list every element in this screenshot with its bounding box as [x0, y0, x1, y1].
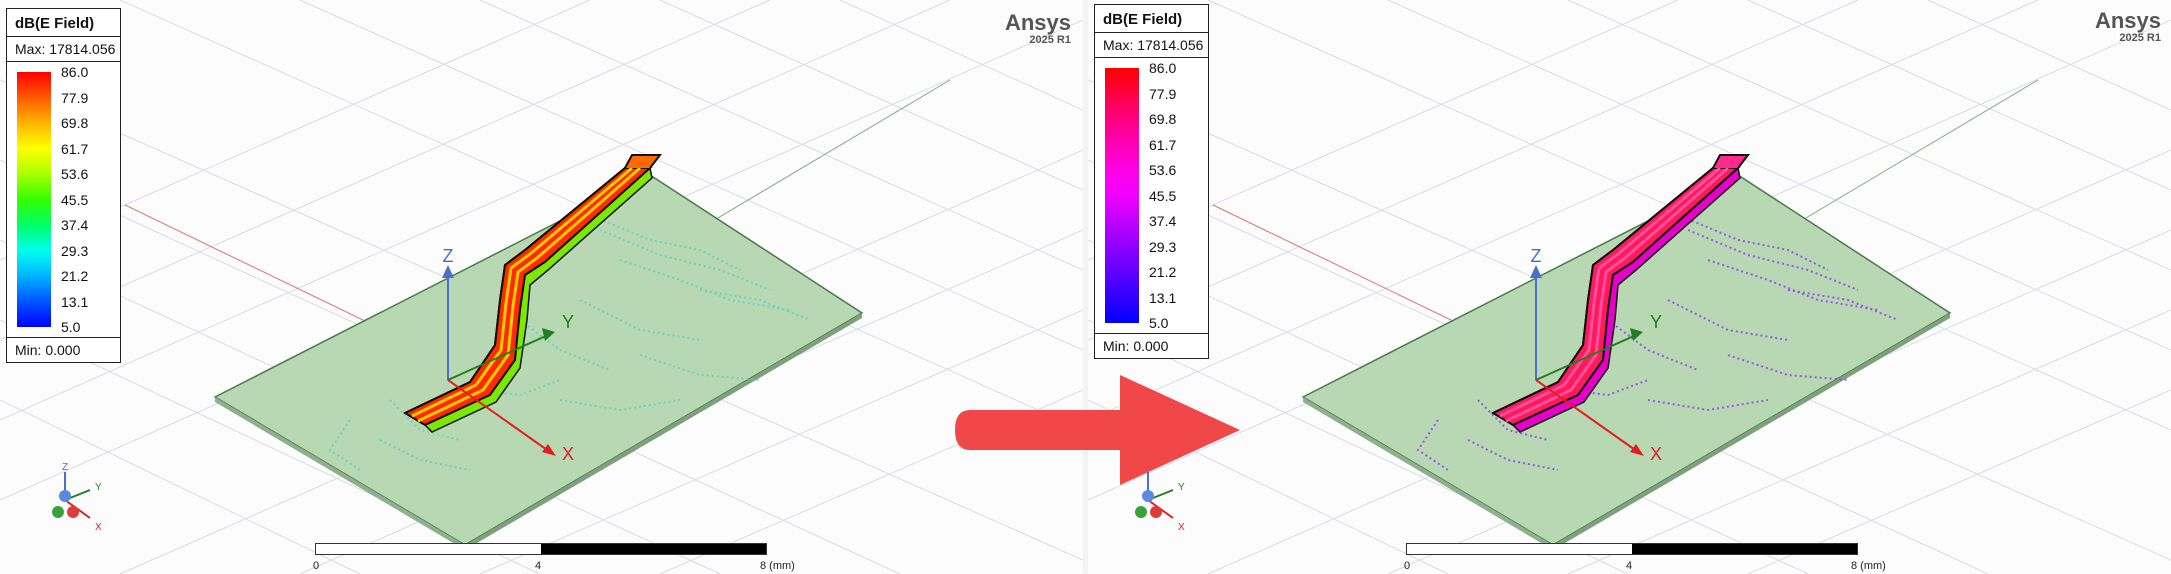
legend-tick-label: 53.6: [1149, 162, 1177, 178]
y-axis-label: Y: [1650, 312, 1662, 332]
scale-tick-4: 4: [1626, 560, 1633, 572]
trace-bundle-right: [1490, 154, 1751, 433]
legend-tick-label: 61.7: [1149, 136, 1177, 153]
legend-tick-label: 21.2: [1149, 264, 1177, 280]
legend-tick-label: 53.6: [61, 166, 89, 182]
legend-min: Min: 0.000: [7, 337, 120, 362]
scale-tick-0: 0: [313, 560, 320, 572]
legend-tick-label: 77.9: [61, 89, 89, 106]
axis-arrows-left: [442, 265, 556, 456]
scale-tick-8: 8 (mm): [1851, 560, 1886, 572]
scale-tick-0: 0: [1404, 560, 1411, 572]
triad-z-label: Z: [62, 462, 68, 473]
right-arrow-icon: [955, 375, 1240, 485]
legend-tick-label: 37.4: [1149, 213, 1177, 229]
brand-version: 2025 R1: [1029, 34, 1071, 46]
legend-tick-label: 37.4: [61, 217, 89, 233]
scene-right[interactable]: Z Y X Z Y X: [1088, 0, 2171, 574]
triad-x-label: X: [1178, 522, 1185, 533]
legend-title: dB(E Field): [7, 9, 120, 37]
legend-tick-label: 86.0: [61, 64, 89, 80]
ansys-brand-left: Ansys 2025 R1: [1004, 10, 1071, 47]
color-legend-left[interactable]: dB(E Field) Max: 17814.056 86.0 77.9 69.8 6…: [6, 8, 121, 363]
triad-y-label: Y: [1178, 482, 1185, 493]
legend-tick-label: 13.1: [61, 293, 89, 310]
orientation-triad-left[interactable]: Z Y X: [52, 462, 102, 533]
legend-tick-label: 69.8: [1149, 111, 1177, 127]
legend-tick-label: 29.3: [61, 242, 89, 259]
viewport-left[interactable]: Z Y X Z Y X dB(E Field) Max: 17814.056 8…: [0, 0, 1083, 574]
legend-tick-label: 45.5: [61, 191, 89, 208]
ansys-brand-right: Ansys 2025 R1: [2094, 8, 2161, 45]
legend-tick-label: 86.0: [1149, 60, 1177, 76]
scale-tick-8: 8 (mm): [760, 560, 795, 572]
y-axis-label: Y: [562, 312, 574, 332]
legend-colorbar: [1105, 68, 1139, 323]
z-axis-label: Z: [443, 246, 454, 266]
pcb-board-side-right: [1553, 313, 1950, 550]
triad-x-label: X: [95, 522, 102, 533]
triad-y-label: Y: [95, 482, 102, 493]
pcb-board-side: [215, 397, 465, 550]
z-axis-label: Z: [1531, 246, 1542, 266]
legend-tick-label: 13.1: [1149, 289, 1177, 306]
brand-name: Ansys: [2094, 8, 2161, 33]
pcb-board-side: [1303, 397, 1553, 550]
brand-version: 2025 R1: [2119, 32, 2161, 44]
legend-title: dB(E Field): [1095, 5, 1208, 33]
axis-arrows-right: [1530, 265, 1644, 456]
legend-tick-label: 77.9: [1149, 85, 1177, 102]
legend-tick-label: 69.8: [61, 115, 89, 131]
legend-min: Min: 0.000: [1095, 333, 1208, 358]
scale-bar-right: [1406, 543, 1858, 555]
legend-max: Max: 17814.056: [7, 37, 120, 62]
field-contours-left: [328, 214, 811, 471]
legend-tick-label: 21.2: [61, 268, 89, 284]
pcb-board-side-right: [465, 313, 862, 550]
x-axis-label: X: [1650, 444, 1662, 464]
panel-divider: [1083, 0, 1088, 574]
brand-name: Ansys: [1004, 10, 1071, 35]
trace-bundle-left: [402, 154, 663, 433]
legend-max: Max: 17814.056: [1095, 33, 1208, 58]
legend-tick-label: 29.3: [1149, 238, 1177, 255]
viewport-right[interactable]: Z Y X Z Y X dB(E Field) Max: 17814.056 8…: [1088, 0, 2171, 574]
legend-tick-label: 45.5: [1149, 187, 1177, 204]
color-legend-right[interactable]: dB(E Field) Max: 17814.056 86.0 77.9 69.8 6…: [1094, 4, 1209, 359]
x-axis-label: X: [562, 444, 574, 464]
legend-tick-label: 5.0: [1149, 315, 1169, 331]
legend-colorbar: [17, 72, 51, 327]
legend-tick-label: 61.7: [61, 140, 89, 157]
legend-tick-label: 5.0: [61, 319, 81, 335]
legend-body: 86.0 77.9 69.8 61.7 53.6 45.5 37.4 29.3 21.2 13.1…: [7, 62, 120, 337]
scene-left[interactable]: Z Y X Z Y X: [0, 0, 1083, 574]
scale-bar-left: [315, 543, 767, 555]
field-contours-right: [1416, 214, 1899, 471]
scale-tick-4: 4: [535, 560, 542, 572]
legend-body: 86.0 77.9 69.8 61.7 53.6 45.5 37.4 29.3 21.2 13.1…: [1095, 58, 1208, 333]
